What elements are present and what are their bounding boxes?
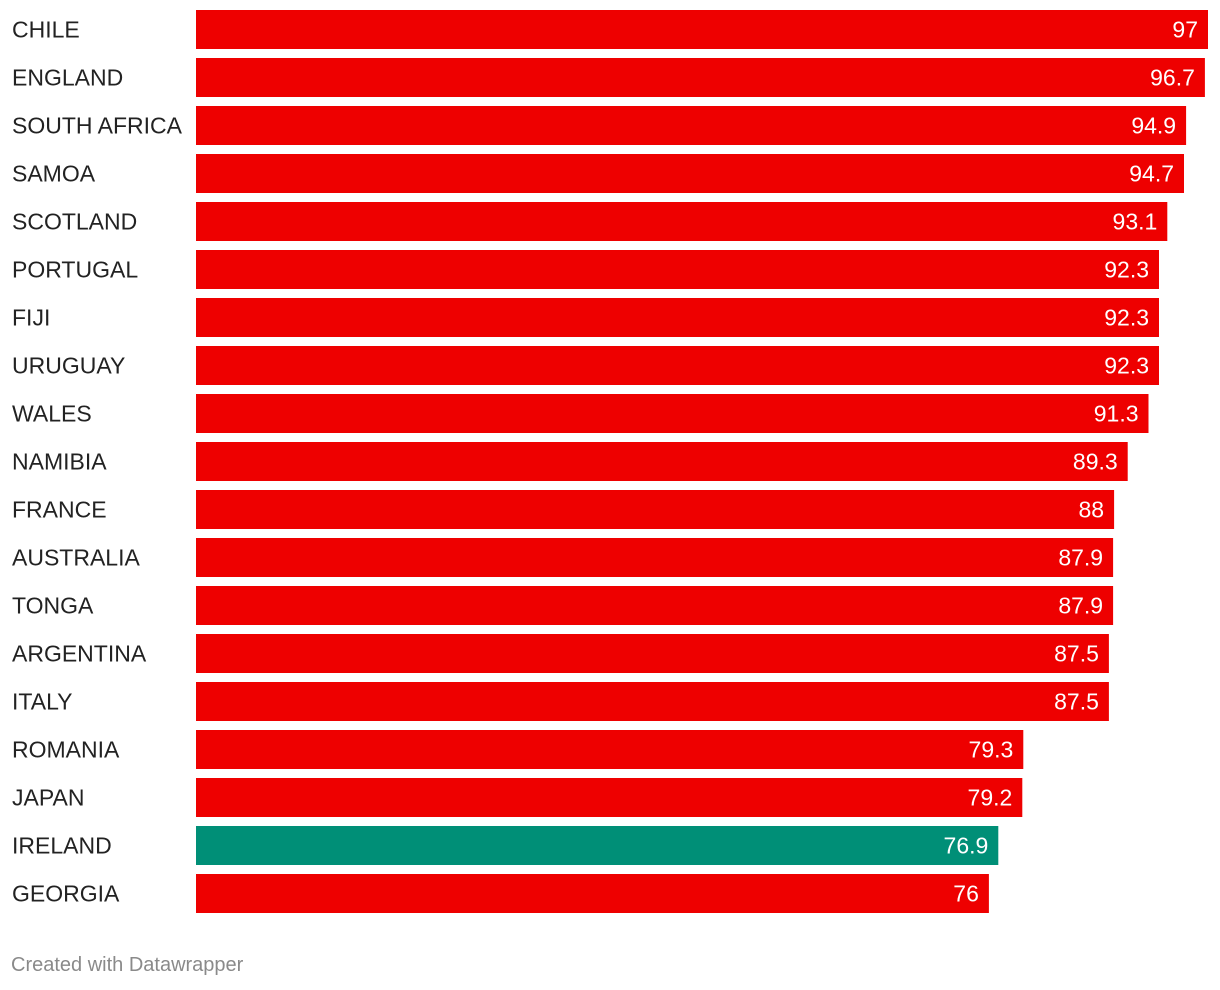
category-label-fiji: FIJI (12, 305, 50, 331)
category-label-scotland: SCOTLAND (12, 209, 137, 235)
category-label-tonga: TONGA (12, 593, 94, 619)
value-label-namibia: 89.3 (1073, 449, 1118, 475)
category-label-japan: JAPAN (12, 785, 84, 811)
category-label-france: FRANCE (12, 497, 107, 523)
value-label-japan: 79.2 (968, 785, 1013, 811)
category-label-uruguay: URUGUAY (12, 353, 125, 379)
value-label-uruguay: 92.3 (1104, 353, 1149, 379)
bar-namibia (196, 442, 1128, 481)
bar-australia (196, 538, 1114, 577)
bars-group: CHILE 97 ENGLAND 96.7 SOUTH AFRICA 94.9 SAMOA 9… (12, 10, 1208, 913)
category-label-argentina: ARGENTINA (12, 641, 147, 667)
value-label-australia: 87.9 (1058, 545, 1103, 571)
category-label-chile: CHILE (12, 17, 80, 43)
bar-scotland (196, 202, 1168, 241)
category-label-portugal: PORTUGAL (12, 257, 138, 283)
value-label-england: 96.7 (1150, 65, 1195, 91)
category-label-italy: ITALY (12, 689, 73, 715)
category-label-england: ENGLAND (12, 65, 123, 91)
bar-fiji (196, 298, 1159, 337)
value-label-south-africa: 94.9 (1131, 113, 1176, 139)
value-label-tonga: 87.9 (1058, 593, 1103, 619)
value-label-wales: 91.3 (1094, 401, 1139, 427)
bar-argentina (196, 634, 1109, 673)
bar-ireland (196, 826, 999, 865)
category-label-namibia: NAMIBIA (12, 449, 107, 475)
category-label-south-africa: SOUTH AFRICA (12, 113, 183, 139)
value-label-scotland: 93.1 (1113, 209, 1158, 235)
bar-england (196, 58, 1205, 97)
value-label-france: 88 (1079, 497, 1105, 523)
value-label-fiji: 92.3 (1104, 305, 1149, 331)
category-label-ireland: IRELAND (12, 833, 112, 859)
category-label-samoa: SAMOA (12, 161, 96, 187)
value-label-italy: 87.5 (1054, 689, 1099, 715)
bar-wales (196, 394, 1149, 433)
bar-samoa (196, 154, 1184, 193)
category-label-australia: AUSTRALIA (12, 545, 140, 571)
bar-japan (196, 778, 1023, 817)
value-label-georgia: 76 (953, 881, 979, 907)
category-label-wales: WALES (12, 401, 92, 427)
bar-south-africa (196, 106, 1187, 145)
bar-romania (196, 730, 1024, 769)
bar-uruguay (196, 346, 1159, 385)
datawrapper-credit: Created with Datawrapper (11, 954, 244, 976)
bar-georgia (196, 874, 989, 913)
category-label-georgia: GEORGIA (12, 881, 120, 907)
value-label-ireland: 76.9 (944, 833, 989, 859)
bar-tonga (196, 586, 1114, 625)
bar-portugal (196, 250, 1159, 289)
value-label-argentina: 87.5 (1054, 641, 1099, 667)
bar-italy (196, 682, 1109, 721)
value-label-samoa: 94.7 (1129, 161, 1174, 187)
value-label-chile: 97 (1172, 17, 1198, 43)
bar-france (196, 490, 1115, 529)
value-label-romania: 79.3 (969, 737, 1014, 763)
category-label-romania: ROMANIA (12, 737, 120, 763)
bar-chart: CHILE 97 ENGLAND 96.7 SOUTH AFRICA 94.9 SAMOA 9… (12, 10, 1208, 913)
value-label-portugal: 92.3 (1104, 257, 1149, 283)
bar-chile (196, 10, 1208, 49)
